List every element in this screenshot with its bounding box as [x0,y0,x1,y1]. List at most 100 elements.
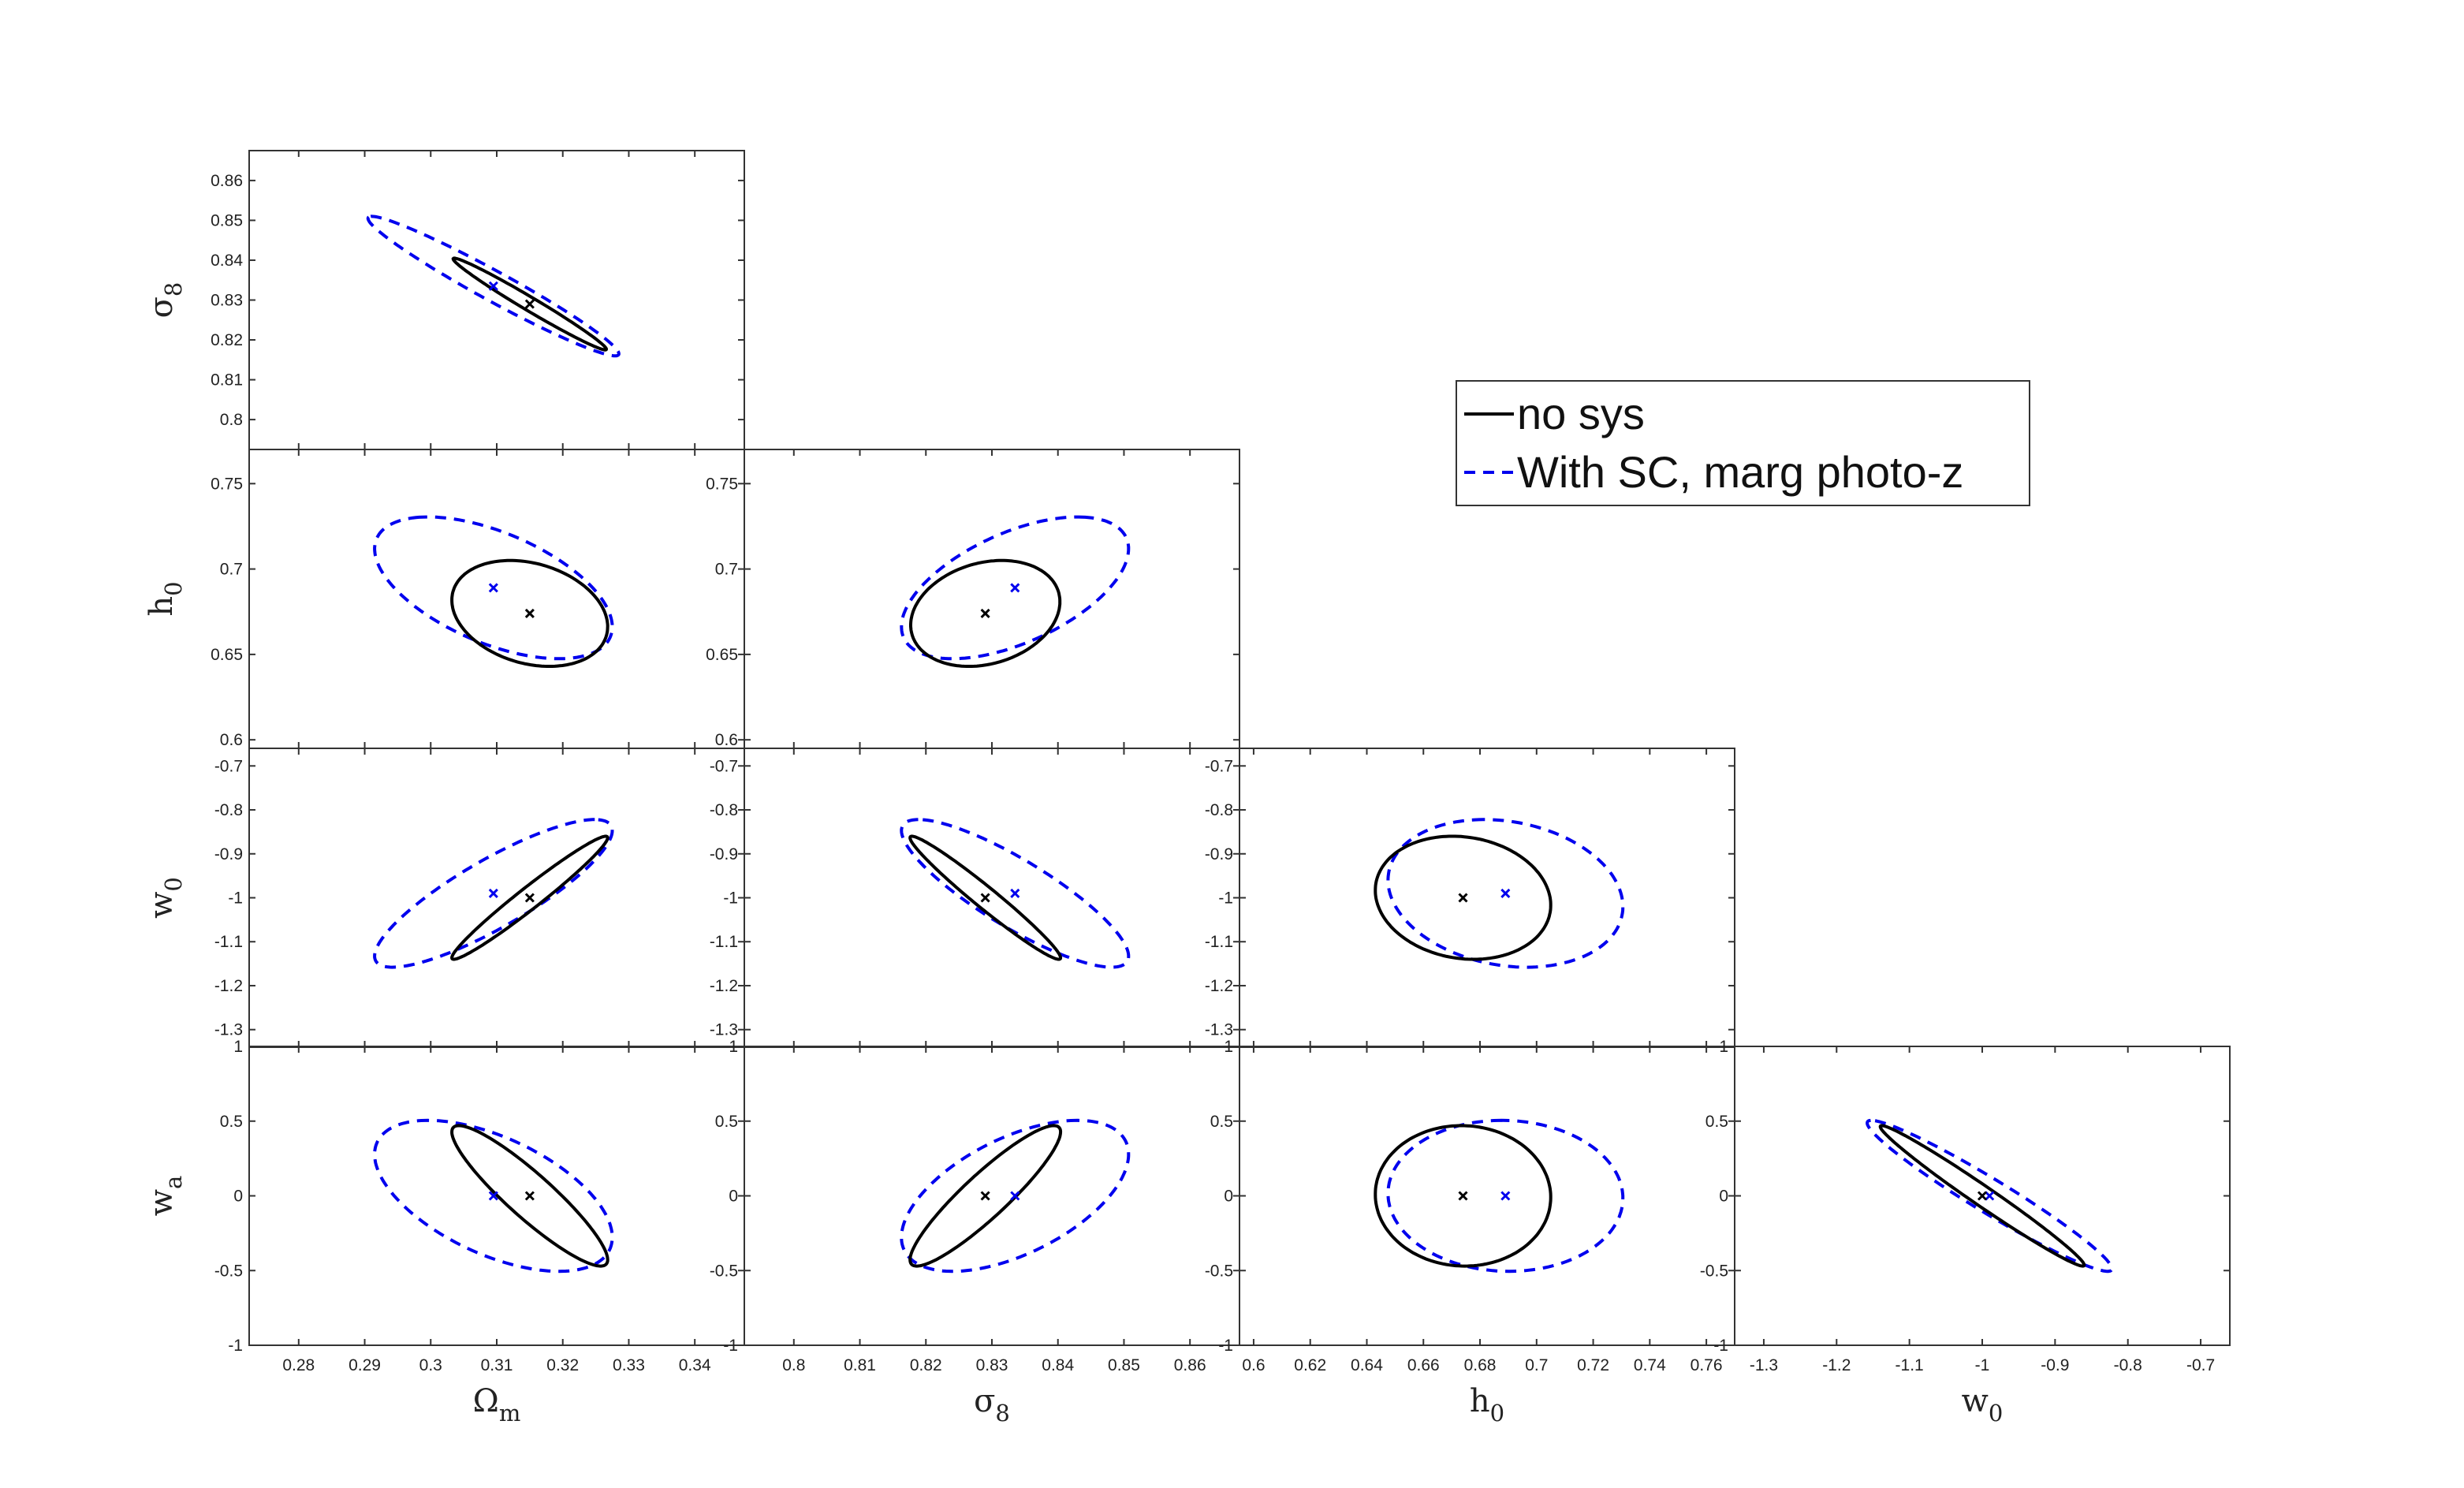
y-tick-label: 0.75 [211,475,243,493]
y-tick-label: -0.5 [1700,1262,1728,1280]
center-marker-no-sys [980,608,990,618]
x-tick-label: 0.8 [782,1356,805,1374]
panel-frame [1239,1046,1735,1346]
center-marker-with-sc [1010,1191,1020,1201]
y-tick-label: 0.65 [706,646,738,664]
legend: no sys With SC, marg photo-z [1456,380,2030,506]
center-marker-no-sys [980,893,990,903]
contour-with-sc [1866,1118,2114,1274]
x-tick-label: 0.64 [1351,1356,1383,1374]
center-marker-no-sys [524,893,535,903]
y-tick-label: 0.5 [1705,1113,1728,1131]
y-axis-label-s8: σ8 [144,282,187,319]
y-tick-label: 1 [233,1038,243,1056]
y-tick-label: -0.8 [710,801,738,819]
y-tick-label: 0.7 [715,561,738,579]
y-tick-label: -1.2 [710,977,738,995]
y-tick-label: 0.81 [211,371,243,390]
y-tick-label: 0.6 [715,731,738,749]
x-tick-label: 0.34 [679,1356,711,1374]
y-tick-label: -0.5 [214,1262,243,1280]
y-tick-label: 0.75 [706,475,738,493]
center-marker-with-sc [1500,1191,1511,1201]
y-axis-label-wa: wa [144,1176,187,1217]
panel-h0-vs-om: 0.6 0.65 0.7 0.75 [211,449,745,749]
y-tick-label: -0.5 [1205,1262,1233,1280]
x-tick-label: 0.74 [1634,1356,1666,1374]
y-tick-label: 0.83 [211,292,243,310]
x-tick-label: 0.33 [613,1356,645,1374]
y-tick-label: 1 [1224,1038,1233,1056]
x-tick-label: 0.7 [1525,1356,1548,1374]
y-tick-label: -1.3 [710,1021,738,1039]
y-tick-label: -1 [1218,1337,1233,1355]
contour-no-sys [450,1124,609,1268]
y-tick-label: 0.5 [220,1113,243,1131]
contour-with-sc [1386,1118,1625,1274]
y-axis-label-h0: h0 [144,581,187,616]
x-tick-label: 0.84 [1042,1356,1074,1374]
panel-frame [248,150,745,450]
contour-no-sys [451,256,608,352]
panel-w0-vs-om: -1.3 -1.2 -1.1 -1 -0.9 -0.8 -0.7 [214,748,745,1048]
center-marker-no-sys [1458,1191,1468,1201]
x-tick-label: 0.85 [1108,1356,1140,1374]
legend-box [1456,380,2030,506]
y-tick-label: 0 [1224,1188,1233,1206]
center-marker-with-sc [1500,888,1511,898]
center-marker-with-sc [1010,888,1020,898]
center-marker-no-sys [980,1191,990,1201]
contour-no-sys [450,558,609,668]
y-tick-label: -1 [228,1337,243,1355]
center-marker-no-sys [524,1191,535,1201]
x-tick-label: 0.83 [976,1356,1008,1374]
legend-label-sc: With SC, marg photo-z [1517,447,1963,497]
panel-w0-vs-s8: -1.3 -1.2 -1.1 -1 -0.9 -0.8 -0.7 [710,748,1240,1048]
panel-h0-vs-s8: 0.6 0.65 0.7 0.75 [706,449,1240,749]
center-marker-with-sc [488,583,498,593]
x-tick-label: 0.66 [1407,1356,1440,1374]
y-tick-label: 0 [233,1188,243,1206]
panel-frame [744,1046,1240,1346]
y-tick-label: 1 [1719,1038,1728,1056]
y-tick-label: 0.8 [220,411,243,429]
contour-with-sc [366,214,621,358]
y-tick-label: 0.65 [211,646,243,664]
y-tick-label: 0.5 [715,1113,738,1131]
panel-w0-vs-h0: -1.3 -1.2 -1.1 -1 -0.9 -0.8 -0.7 [1205,748,1735,1048]
panel-wa-vs-h0: -1 -0.5 0 0.5 1 0.6 0.62 0.64 0.66 0.68 0.7 0.72 0.7… [1205,1038,1735,1374]
y-tick-label: -1.1 [1205,933,1233,951]
x-tick-label: -1.3 [1750,1356,1778,1374]
x-tick-label: 0.6 [1242,1356,1265,1374]
y-tick-label: -1 [723,889,738,908]
panel-frame [248,449,745,749]
y-tick-label: -0.8 [214,801,243,819]
center-marker-with-sc [488,1191,498,1201]
contour-no-sys [908,834,1063,961]
x-tick-label: 0.3 [419,1356,442,1374]
y-tick-label: 0 [729,1188,738,1206]
y-tick-label: 0.86 [211,172,243,190]
contour-with-sc [900,1118,1131,1274]
y-tick-label: 0.5 [1210,1113,1233,1131]
contour-no-sys [908,1124,1063,1268]
legend-label-no-sys: no sys [1517,389,1645,438]
contour-no-sys [1878,1124,2086,1268]
contour-no-sys [1374,1124,1553,1268]
panel-frame [1239,748,1735,1048]
y-tick-label: -1 [228,889,243,908]
contour-no-sys [1374,834,1553,961]
y-tick-label: -0.7 [710,757,738,775]
panel-frame [744,748,1240,1048]
panel-wa-vs-om: -1 -0.5 0 0.5 1 0.28 0.29 0.3 0.31 0.32 0.33 0.34 [214,1038,745,1374]
panel-wa-vs-w0: -1 -0.5 0 0.5 1 -1.3 -1.2 -1.1 -1 -0.9 -0.8 -0.7 [1700,1038,2231,1374]
center-marker-with-sc [488,888,498,898]
x-tick-label: -0.7 [2186,1356,2215,1374]
y-tick-label: 0.82 [211,331,243,349]
contour-with-sc [373,1118,614,1274]
y-tick-label: -1 [1218,889,1233,908]
y-axis-label-w0: w0 [144,877,187,919]
x-tick-label: 0.28 [282,1356,315,1374]
contour-with-sc [373,818,614,969]
